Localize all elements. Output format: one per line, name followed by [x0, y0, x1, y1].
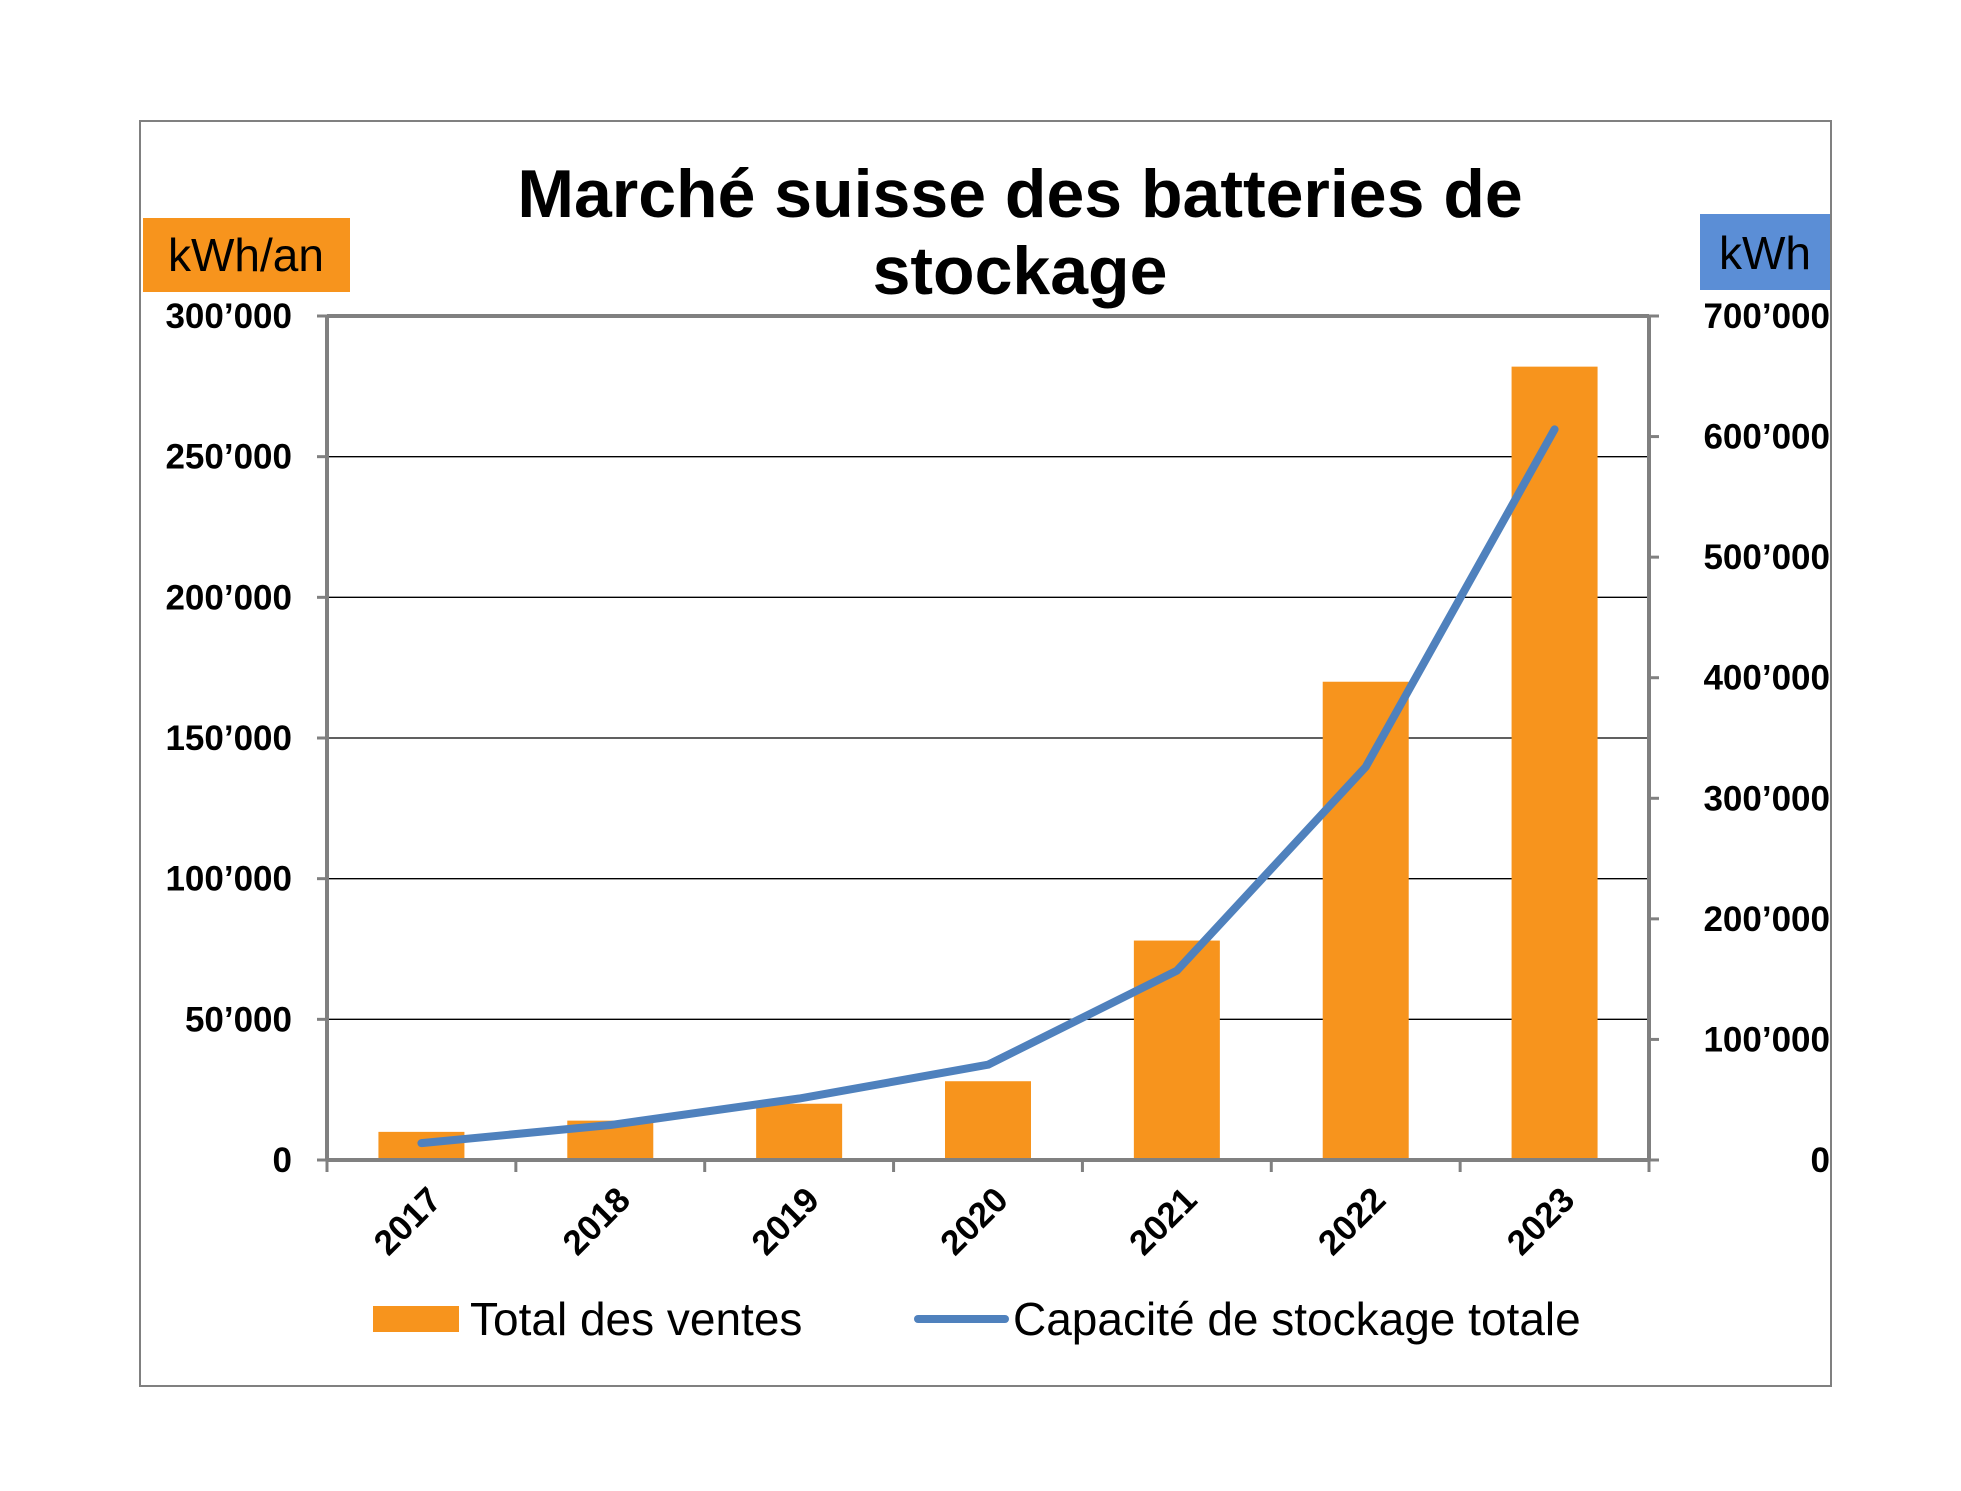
bar-2021	[1133, 940, 1220, 1160]
left-tick-label: 300’000	[165, 297, 292, 336]
line-series	[417, 425, 1559, 1148]
left-axis-ticks: 0 50’000 100’000 150’000 200’000 250’000 300’0…	[165, 297, 327, 1180]
bar-2020	[945, 1081, 1031, 1160]
right-tick-label: 600’000	[1703, 418, 1830, 457]
bar-2019	[756, 1103, 843, 1160]
legend-swatch-bar	[373, 1306, 459, 1332]
left-tick-label: 100’000	[165, 860, 292, 899]
legend-label-bar: Total des ventes	[470, 1293, 802, 1345]
bar-2022	[1322, 681, 1409, 1160]
legend-label-line: Capacité de stockage totale	[1013, 1293, 1581, 1345]
left-tick-label: 0	[273, 1141, 292, 1180]
left-tick-label: 50’000	[185, 1000, 292, 1039]
right-tick-label: 500’000	[1703, 538, 1830, 577]
right-tick-label: 0	[1811, 1141, 1830, 1180]
right-tick-label: 400’000	[1703, 659, 1830, 698]
chart-title-line-2: stockage	[873, 233, 1168, 309]
right-tick-label: 200’000	[1703, 900, 1830, 939]
right-tick-label: 700’000	[1703, 297, 1830, 336]
legend: Total des ventes Capacité de stockage to…	[373, 1293, 1581, 1345]
right-unit-badge	[1700, 214, 1830, 290]
right-axis-unit-label: kWh	[1719, 227, 1811, 279]
right-tick-label: 100’000	[1703, 1020, 1830, 1059]
left-tick-label: 250’000	[165, 438, 292, 477]
right-tick-label: 300’000	[1703, 779, 1830, 818]
left-tick-label: 200’000	[165, 578, 292, 617]
left-unit-badge	[143, 218, 350, 292]
bar-2023	[1511, 366, 1598, 1160]
left-axis-unit-label: kWh/an	[168, 229, 324, 281]
chart-title-line-1: Marché suisse des batteries de	[517, 156, 1522, 232]
left-tick-label: 150’000	[165, 719, 292, 758]
right-axis-ticks: 0 100’000 200’000 300’000 400’000 500’000 600’…	[1649, 297, 1830, 1180]
